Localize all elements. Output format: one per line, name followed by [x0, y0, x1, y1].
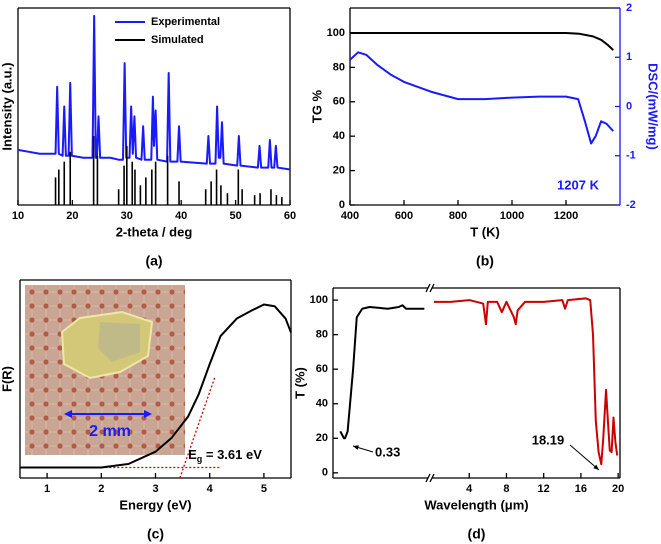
y2-tick-label: 1 — [626, 51, 632, 63]
y-axis-label: Intensity (a.u.) — [0, 62, 14, 150]
legend-label: Simulated — [151, 34, 204, 46]
axis-break — [425, 473, 431, 483]
x-tick-label: 40 — [175, 210, 187, 222]
y-tick-label: 60 — [316, 363, 328, 375]
y-tick-label: 80 — [316, 329, 328, 341]
annotation: Eg = 3.61 eV — [188, 447, 262, 464]
x-axis-label: Energy (eV) — [119, 497, 191, 512]
crystal-facet — [98, 322, 140, 362]
x-tick-label: 10 — [12, 210, 24, 222]
y2-tick-label: 2 — [626, 2, 632, 14]
x-tick-label: 800 — [449, 210, 467, 222]
x-tick-label: 8 — [503, 483, 509, 495]
scale-arrow — [64, 410, 72, 418]
x-tick-label: 60 — [284, 210, 296, 222]
data-line — [339, 304, 425, 440]
x-tick-label: 1200 — [554, 210, 578, 222]
panel-caption: (b) — [476, 253, 494, 269]
x-tick-label: 30 — [121, 210, 133, 222]
x-tick-label: 400 — [341, 210, 359, 222]
axis-break — [425, 283, 431, 293]
y-tick-label: 40 — [333, 130, 345, 142]
data-line — [433, 297, 619, 466]
annotation-part: E — [188, 447, 197, 462]
panel-caption: (a) — [145, 253, 162, 269]
y-axis-label: F(R) — [0, 366, 14, 392]
y2-tick-label: -2 — [626, 199, 636, 211]
y-tick-label: 60 — [333, 96, 345, 108]
panel-caption: (d) — [468, 526, 486, 542]
x-tick-label: 1 — [44, 483, 50, 495]
data-line — [349, 51, 614, 145]
x-tick-label: 3 — [152, 483, 158, 495]
scale-arrow — [144, 410, 152, 418]
y-tick-label: 0 — [322, 467, 328, 479]
y2-tick-label: -1 — [626, 150, 636, 162]
annotation-part: g — [197, 454, 203, 464]
x-tick-label: 1000 — [500, 210, 524, 222]
inset-photo — [25, 285, 185, 455]
x-tick-label: 20 — [66, 210, 78, 222]
guide-line — [179, 376, 216, 479]
x-axis-label: Wavelength (μm) — [424, 497, 528, 512]
annotation: 2 mm — [89, 423, 131, 440]
data-line — [20, 303, 292, 469]
data-line — [350, 31, 614, 51]
x-tick-label: 4 — [466, 483, 473, 495]
legend-label: Experimental — [151, 16, 220, 28]
x-tick-label: 20 — [612, 483, 624, 495]
x-tick-label: 600 — [395, 210, 413, 222]
y-tick-label: 0 — [339, 199, 345, 211]
annotation: 0.33 — [375, 444, 400, 459]
x-tick-label: 12 — [538, 483, 550, 495]
annotation-part: = 3.61 eV — [202, 447, 262, 462]
x-tick-label: 16 — [575, 483, 587, 495]
y-axis-label: T (%) — [292, 367, 307, 399]
panel-caption: (c) — [147, 526, 164, 542]
arrow-head — [593, 464, 599, 470]
annotation: 1207 K — [557, 177, 600, 192]
y-tick-label: 80 — [333, 61, 345, 73]
y-axis-label: TG % — [309, 89, 324, 123]
annotation: 18.19 — [532, 432, 565, 447]
y-tick-label: 100 — [310, 294, 328, 306]
x-axis-label: 2-theta / deg — [116, 224, 193, 239]
y2-axis-label: DSC/(mW/mg) — [646, 63, 661, 150]
y-tick-label: 100 — [327, 27, 345, 39]
x-tick-label: 2 — [98, 483, 104, 495]
x-axis-label: T (K) — [470, 224, 500, 239]
axis-break — [429, 473, 435, 483]
annotation-arrow — [569, 444, 600, 471]
arrow-head — [353, 445, 359, 450]
y-tick-label: 20 — [316, 432, 328, 444]
x-tick-label: 50 — [229, 210, 241, 222]
axis-break — [429, 283, 435, 293]
y2-tick-label: 0 — [626, 100, 632, 112]
y-tick-label: 20 — [333, 164, 345, 176]
y-tick-label: 40 — [316, 398, 328, 410]
x-tick-label: 4 — [207, 483, 214, 495]
data-line — [17, 14, 291, 171]
x-tick-label: 5 — [261, 483, 267, 495]
